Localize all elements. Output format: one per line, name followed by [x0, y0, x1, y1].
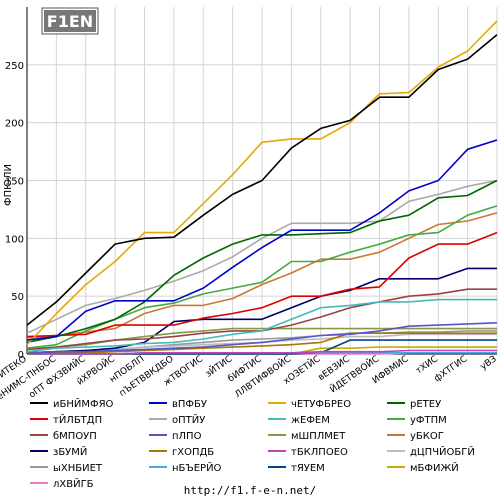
legend-swatch — [30, 482, 48, 484]
legend-label: уФТПМ — [410, 415, 447, 426]
legend-label: рЕТЕУ — [410, 399, 442, 410]
legend-label: мБФИЖЙ — [410, 463, 459, 474]
legend-swatch — [387, 402, 405, 404]
legend-item: дЦПЧЙОБГЙ — [387, 446, 475, 460]
legend-item: уБКОГ — [387, 430, 444, 444]
legend-item: чЕТУФБРЕО — [268, 398, 351, 412]
legend-item: рЕТЕУ — [387, 398, 441, 412]
legend-label: бМПОУП — [53, 431, 97, 442]
y-axis-label: ФПЮЛИ — [3, 164, 14, 206]
legend-swatch — [268, 466, 286, 468]
f1en-logo: F1EN — [41, 7, 99, 35]
legend-item: тЙЛБТДП — [30, 414, 102, 428]
y-tick-label: 0 — [18, 350, 24, 361]
y-tick-label: 50 — [11, 292, 24, 303]
legend-label: гХОПДБ — [172, 447, 215, 458]
y-tick-label: 250 — [5, 61, 24, 72]
legend-swatch — [387, 450, 405, 452]
legend-label: тЙЛБТДП — [53, 415, 103, 426]
legend-swatch — [149, 402, 167, 404]
legend-label: тЯУЕМ — [291, 463, 325, 474]
legend-item: ыХНБИЕТ — [30, 462, 102, 476]
series-line — [26, 298, 497, 353]
series-line — [26, 20, 498, 346]
series-line — [26, 34, 498, 326]
y-axis: 0 50 100 150 200 250 — [5, 7, 28, 361]
series-line — [26, 139, 498, 341]
legend-swatch — [268, 418, 286, 420]
legend-label: лХВЙГБ — [53, 479, 94, 490]
legend-swatch — [268, 450, 286, 452]
legend-swatch — [268, 434, 286, 436]
series-line — [26, 179, 498, 334]
series-line — [26, 267, 497, 354]
legend-item: бМПОУП — [30, 430, 97, 444]
series-line — [26, 179, 498, 344]
legend-item: жЕФЕМ — [268, 414, 330, 428]
x-tick-label: фХТГИС — [433, 354, 470, 384]
legend-item: зБУМЙ — [30, 446, 87, 460]
legend-swatch — [149, 418, 167, 420]
legend-label: нБЪЕРЙО — [172, 463, 222, 474]
legend-swatch — [30, 466, 48, 468]
y-tick-label: 150 — [5, 177, 24, 188]
legend-label: жЕФЕМ — [291, 415, 330, 426]
legend-item: мБФИЖЙ — [387, 462, 459, 476]
legend-item: тБКЛПОЕО — [268, 446, 348, 460]
legend-item: лХВЙГБ — [30, 478, 94, 492]
legend-swatch — [30, 402, 48, 404]
y-tick-label: 100 — [5, 234, 24, 245]
legend-item: оПТЙУ — [149, 414, 205, 428]
legend-swatch — [387, 466, 405, 468]
footer-url[interactable]: http://f1.f-e-n.net/ — [183, 484, 317, 497]
series-lines — [26, 20, 498, 355]
legend-label: тБКЛПОЕО — [291, 447, 348, 458]
legend-label: мШПЛМЕТ — [291, 431, 346, 442]
legend-label: уБКОГ — [410, 431, 444, 442]
legend-label: оПТЙУ — [172, 415, 206, 426]
series-line — [26, 231, 498, 338]
legend-item: пЛПО — [149, 430, 201, 444]
legend-swatch — [268, 402, 286, 404]
legend-item: нБЪЕРЙО — [149, 462, 221, 476]
legend-swatch — [149, 450, 167, 452]
legend-label: зБУМЙ — [53, 447, 88, 458]
legend-item: гХОПДБ — [149, 446, 214, 460]
legend-item: мШПЛМЕТ — [268, 430, 345, 444]
x-tick-label: уВЗ — [479, 354, 499, 372]
legend-swatch — [149, 466, 167, 468]
legend-swatch — [387, 434, 405, 436]
legend-label: пЛПО — [172, 431, 202, 442]
legend-label: ыХНБИЕТ — [53, 463, 103, 474]
legend-item: тЯУЕМ — [268, 462, 325, 476]
legend-swatch — [30, 434, 48, 436]
legend-swatch — [30, 450, 48, 452]
legend-item: вПФБУ — [149, 398, 207, 412]
legend-label: дЦПЧЙОБГЙ — [410, 447, 475, 458]
legend-label: вПФБУ — [172, 399, 207, 410]
x-tick-label: ЙДЕТВВОЙС — [327, 353, 381, 396]
series-line — [26, 332, 497, 355]
series-line — [26, 322, 498, 354]
svg-text:F1EN: F1EN — [47, 12, 93, 31]
legend-swatch — [30, 418, 48, 420]
legend-item: иБНЙМФЯО — [30, 398, 113, 412]
legend-label: чЕТУФБРЕО — [291, 399, 352, 410]
legend-label: иБНЙМФЯО — [53, 399, 114, 410]
legend-swatch — [149, 434, 167, 436]
legend-item: уФТПМ — [387, 414, 447, 428]
y-tick-label: 200 — [5, 119, 24, 130]
series-line — [27, 349, 497, 355]
legend-swatch — [387, 418, 405, 420]
